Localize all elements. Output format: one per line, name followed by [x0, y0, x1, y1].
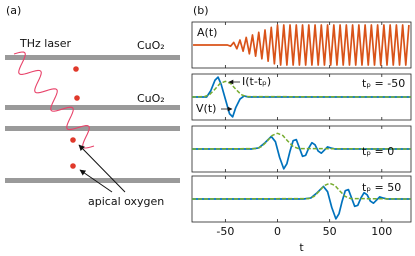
oxygen-atom — [73, 66, 79, 72]
arrow — [79, 169, 113, 193]
series-label: A(t) — [197, 26, 217, 39]
panel-annotation: tₚ = 0 — [362, 145, 394, 158]
panel-annotation: tₚ = -50 — [362, 77, 405, 90]
series-label: V(t) — [196, 102, 216, 115]
cuo2-plane — [5, 105, 180, 110]
plane-label: CuO₂ — [137, 92, 165, 105]
oxygen-atom — [74, 95, 80, 101]
series-line — [191, 132, 412, 150]
oxygen-atom — [70, 137, 76, 143]
panel-label: (b) — [193, 4, 209, 17]
x-axis-label: t — [299, 241, 304, 254]
laser-label: THz laser — [19, 37, 72, 50]
x-tick-label: -50 — [216, 225, 234, 238]
oxygen-label: apical oxygen — [88, 195, 164, 208]
cuo2-plane — [5, 55, 180, 60]
panel-annotation: tₚ = 50 — [362, 181, 401, 194]
series-line — [192, 76, 411, 118]
x-tick-label: 50 — [323, 225, 337, 238]
oxygen-atom — [70, 163, 76, 169]
cuo2-plane — [5, 178, 180, 183]
panel-label: (a) — [6, 4, 21, 17]
series-line — [191, 182, 412, 200]
arrow — [78, 144, 126, 193]
plot-frame — [191, 21, 412, 69]
series-line — [193, 24, 410, 66]
x-tick-label: 100 — [371, 225, 392, 238]
x-tick-label: 0 — [274, 225, 281, 238]
series-line — [191, 80, 412, 98]
series-label: I(t-tₚ) — [242, 75, 271, 88]
plane-label: CuO₂ — [137, 39, 165, 52]
cuo2-plane — [5, 126, 180, 131]
laser-wave — [13, 51, 95, 149]
